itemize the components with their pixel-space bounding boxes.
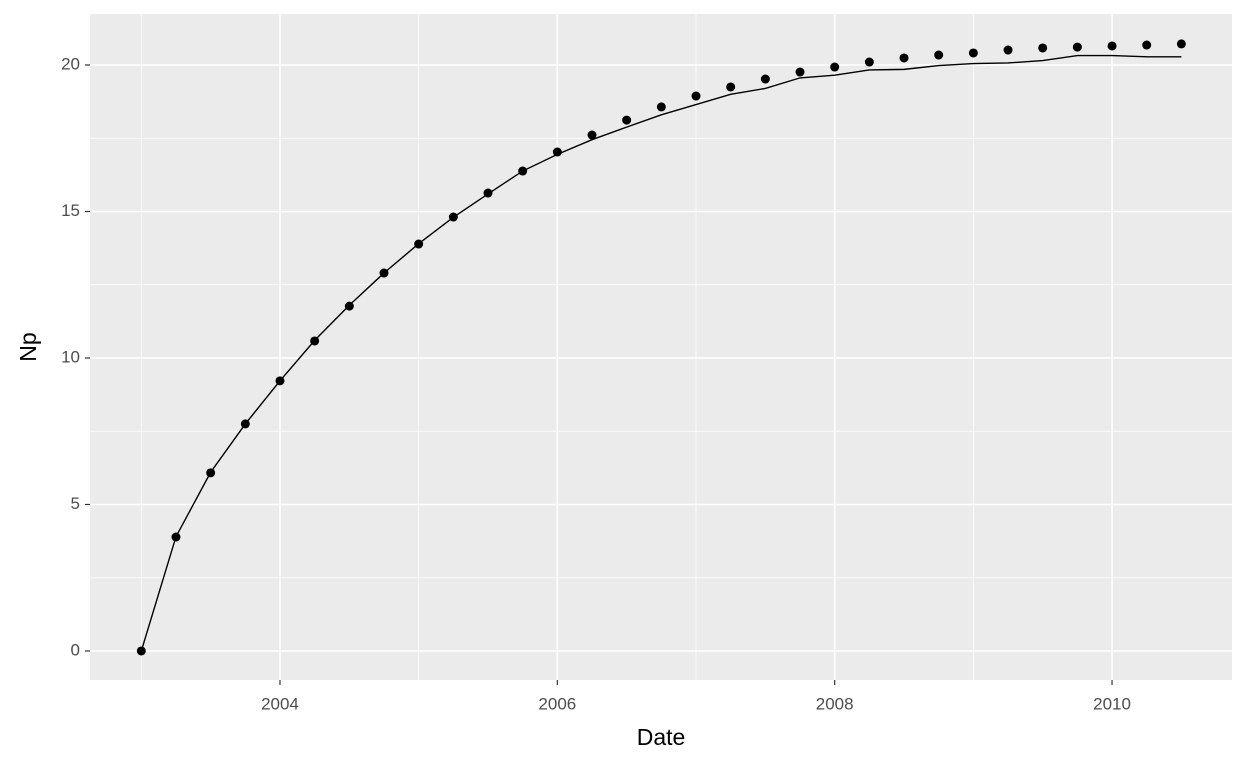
y-tick-label: 20 [61, 54, 80, 73]
x-tick-label: 2006 [538, 694, 576, 713]
data-line [140, 54, 1182, 652]
data-point [1003, 45, 1013, 55]
y-tick-label: 15 [61, 201, 80, 220]
x-tick-label: 2004 [261, 694, 299, 713]
data-point [760, 74, 770, 84]
data-point [691, 91, 701, 101]
y-tick-label: 10 [61, 347, 80, 366]
x-axis-title: Date [637, 724, 686, 750]
data-point [622, 115, 632, 125]
x-tick-label: 2008 [816, 694, 854, 713]
x-tick-label: 2010 [1093, 694, 1131, 713]
data-point [795, 67, 805, 77]
data-point [934, 50, 944, 60]
data-point [136, 646, 146, 656]
data-point [656, 102, 666, 112]
y-tick-label: 5 [71, 494, 80, 513]
data-point [1107, 41, 1117, 51]
data-point [587, 130, 597, 140]
data-point [1072, 42, 1082, 52]
data-point [1176, 39, 1186, 49]
data-point [830, 62, 840, 72]
data-point [864, 57, 874, 67]
data-point [552, 147, 562, 157]
plot-panel [90, 14, 1232, 680]
data-point [899, 53, 909, 63]
y-axis-title: Np [15, 332, 41, 361]
data-point [968, 48, 978, 58]
data-point [1038, 43, 1048, 53]
data-point [726, 82, 736, 92]
y-tick-label: 0 [71, 640, 80, 659]
data-point [1142, 40, 1152, 50]
